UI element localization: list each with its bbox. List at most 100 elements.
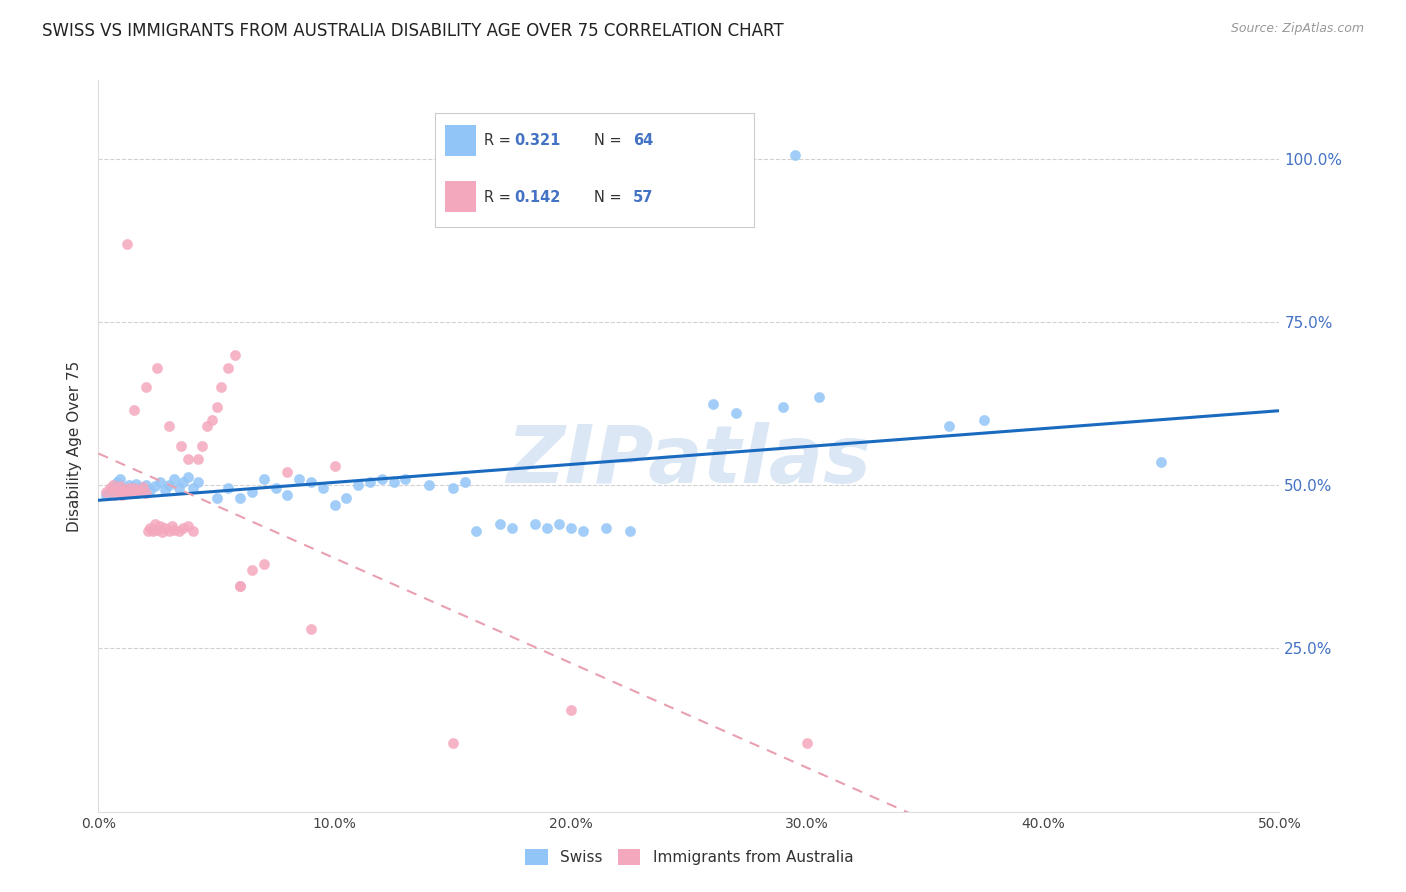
Point (371, 472, 394, 486)
Point (299, 622, 322, 636)
Point (224, 348, 246, 362)
Point (205, 400, 228, 414)
Y-axis label: Disability Age Over 75: Disability Age Over 75 (67, 360, 83, 532)
Point (702, 396, 724, 410)
Point (172, 475, 194, 489)
Point (163, 472, 186, 486)
Point (571, 524, 593, 538)
Text: SWISS VS IMMIGRANTS FROM AUSTRALIA DISABILITY AGE OVER 75 CORRELATION CHART: SWISS VS IMMIGRANTS FROM AUSTRALIA DISAB… (42, 22, 783, 40)
Point (187, 475, 209, 489)
Point (253, 557, 276, 571)
Point (163, 523, 186, 537)
Point (125, 486, 148, 500)
Point (1150, 455, 1173, 469)
Point (201, 413, 224, 427)
Point (359, 475, 381, 489)
Point (501, 521, 523, 535)
Point (181, 482, 204, 496)
Point (229, 491, 252, 506)
Point (112, 483, 135, 498)
Point (619, 524, 641, 538)
Point (146, 360, 169, 375)
Point (136, 524, 159, 538)
Point (524, 517, 547, 532)
Point (153, 483, 176, 498)
Point (157, 478, 180, 492)
Point (142, 524, 165, 538)
Point (153, 521, 176, 535)
Point (143, 517, 166, 532)
Point (772, 400, 794, 414)
Point (181, 524, 204, 538)
Point (111, 486, 134, 500)
Point (973, 413, 995, 427)
Point (94, 484, 117, 499)
Point (111, 488, 134, 502)
Point (453, 475, 475, 489)
Point (167, 482, 190, 496)
Point (195, 419, 218, 434)
Point (149, 475, 172, 489)
Point (135, 478, 157, 492)
Point (170, 439, 193, 453)
Point (121, 484, 143, 499)
Point (172, 521, 194, 535)
Point (105, 483, 128, 498)
Point (560, 521, 582, 535)
Point (323, 498, 346, 512)
Point (121, 486, 143, 500)
Point (108, 472, 131, 486)
Point (465, 524, 488, 538)
Point (150, 525, 173, 540)
Point (115, 236, 138, 251)
Point (104, 478, 127, 492)
Point (157, 419, 180, 434)
Point (205, 491, 228, 506)
Point (347, 478, 370, 492)
Point (129, 484, 152, 499)
Point (98, 482, 121, 496)
Point (264, 482, 287, 496)
Point (938, 419, 960, 434)
Point (229, 579, 252, 593)
Legend: Swiss, Immigrants from Australia: Swiss, Immigrants from Australia (520, 845, 858, 870)
Point (118, 482, 141, 496)
Point (94, 488, 117, 502)
Point (796, 736, 818, 750)
Point (807, 390, 830, 404)
Point (276, 465, 298, 479)
Point (177, 452, 200, 467)
Point (108, 479, 131, 493)
Point (105, 475, 128, 489)
Point (101, 478, 124, 492)
Point (122, 403, 145, 417)
Point (146, 523, 169, 537)
Point (132, 480, 155, 494)
Point (441, 482, 464, 496)
Point (560, 704, 582, 718)
Point (441, 736, 464, 750)
Point (288, 472, 311, 486)
Point (177, 470, 200, 484)
Point (489, 517, 512, 532)
Text: Source: ZipAtlas.com: Source: ZipAtlas.com (1230, 22, 1364, 36)
Point (240, 563, 263, 577)
Point (240, 484, 263, 499)
Point (785, 148, 807, 162)
Point (135, 486, 157, 500)
Point (323, 458, 346, 473)
Point (229, 579, 252, 593)
Point (595, 521, 617, 535)
Point (335, 491, 357, 506)
Point (157, 524, 180, 538)
Point (167, 524, 190, 538)
Text: ZIPatlas: ZIPatlas (506, 422, 872, 500)
Point (143, 479, 166, 493)
Point (98, 484, 121, 499)
Point (177, 518, 200, 533)
Point (115, 483, 138, 498)
Point (217, 482, 239, 496)
Point (217, 360, 239, 375)
Point (725, 406, 748, 420)
Point (139, 521, 162, 535)
